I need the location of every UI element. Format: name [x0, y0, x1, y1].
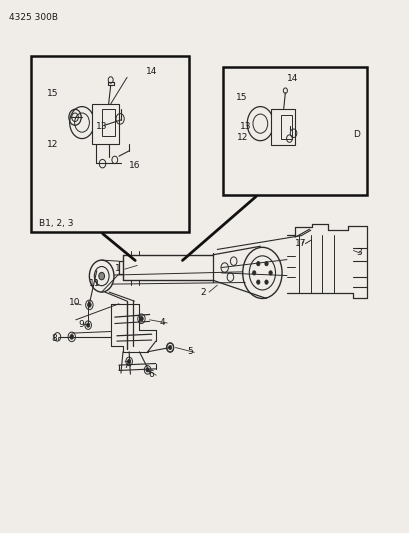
Text: 13: 13	[96, 123, 108, 131]
Circle shape	[139, 316, 143, 321]
Text: 11: 11	[89, 279, 101, 288]
Circle shape	[256, 280, 259, 284]
Text: 3: 3	[355, 248, 361, 257]
Text: 12: 12	[236, 133, 248, 142]
Text: 15: 15	[47, 89, 58, 98]
Text: 14: 14	[145, 68, 157, 76]
Text: 12: 12	[47, 141, 58, 149]
Text: B1, 2, 3: B1, 2, 3	[39, 219, 73, 228]
Circle shape	[252, 271, 255, 275]
Text: 6: 6	[148, 370, 154, 378]
Text: 10: 10	[69, 298, 80, 307]
Text: 7: 7	[123, 361, 128, 369]
Bar	[102, 109, 115, 136]
Text: 14: 14	[286, 75, 298, 83]
Text: 8: 8	[51, 335, 57, 343]
Circle shape	[99, 272, 104, 280]
Circle shape	[264, 280, 267, 284]
Text: 4325 300B: 4325 300B	[9, 13, 58, 22]
Circle shape	[256, 262, 259, 266]
Text: 15: 15	[235, 93, 247, 101]
Bar	[31, 56, 188, 232]
Bar	[280, 115, 292, 139]
Circle shape	[264, 262, 267, 266]
Text: 1: 1	[115, 264, 120, 273]
Bar	[92, 104, 119, 144]
Text: 2: 2	[200, 288, 205, 296]
Bar	[223, 67, 366, 195]
Text: 13: 13	[239, 123, 251, 131]
Circle shape	[87, 303, 91, 307]
Circle shape	[86, 323, 90, 327]
Circle shape	[168, 345, 171, 350]
Circle shape	[70, 335, 74, 340]
Circle shape	[268, 271, 272, 275]
Circle shape	[127, 359, 130, 364]
Text: 4: 4	[159, 318, 164, 327]
Text: 5: 5	[187, 348, 192, 356]
Circle shape	[146, 368, 149, 372]
Text: 16: 16	[129, 161, 140, 169]
Text: 9: 9	[78, 320, 83, 328]
Bar	[270, 109, 294, 145]
Text: D: D	[353, 130, 360, 139]
Text: 17: 17	[294, 239, 306, 248]
